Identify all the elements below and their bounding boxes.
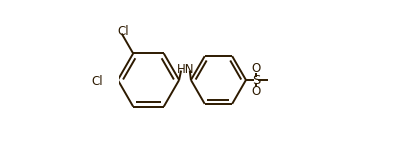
Text: S: S (252, 73, 260, 87)
Text: Cl: Cl (118, 25, 129, 38)
Text: Cl: Cl (91, 75, 103, 88)
Text: HN: HN (177, 63, 194, 76)
Text: O: O (251, 63, 261, 76)
Text: O: O (251, 84, 261, 97)
